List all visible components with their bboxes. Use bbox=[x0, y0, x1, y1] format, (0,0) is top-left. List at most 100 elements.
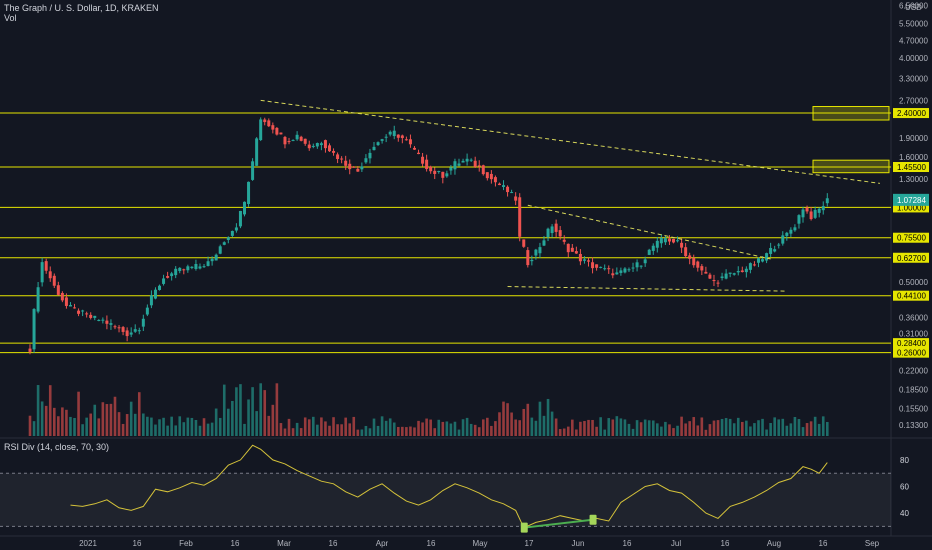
candle-body bbox=[380, 139, 384, 141]
candle-body bbox=[36, 287, 40, 312]
candle-body bbox=[765, 253, 769, 261]
x-tick-label: Sep bbox=[865, 539, 880, 548]
candle-body bbox=[530, 259, 534, 262]
volume-bar bbox=[409, 426, 412, 436]
current-price-tag bbox=[893, 193, 929, 206]
candle-body bbox=[667, 238, 671, 242]
candle-body bbox=[267, 120, 271, 127]
volume-bar bbox=[352, 416, 356, 436]
candle-body bbox=[392, 130, 396, 137]
candle-body bbox=[153, 289, 157, 299]
volume-bar bbox=[510, 412, 513, 436]
symbol-legend: The Graph / U. S. Dollar, 1D, KRAKEN bbox=[4, 3, 159, 13]
candle-body bbox=[619, 270, 623, 273]
candle-body bbox=[623, 268, 627, 273]
volume-bar bbox=[562, 428, 566, 436]
candle-body bbox=[696, 261, 700, 268]
volume-bar bbox=[825, 422, 829, 436]
candle-body bbox=[550, 226, 554, 234]
candle-body bbox=[688, 255, 692, 259]
volume-bar bbox=[591, 419, 594, 436]
candle-body bbox=[748, 263, 752, 270]
rsi-tick-label: 60 bbox=[900, 483, 909, 492]
candle-body bbox=[708, 274, 712, 279]
volume-bar bbox=[77, 391, 80, 436]
candle-body bbox=[680, 242, 684, 248]
volume-bar bbox=[218, 417, 222, 436]
volume-bar bbox=[324, 421, 327, 436]
candle-body bbox=[465, 158, 469, 162]
trendline bbox=[260, 99, 880, 184]
y-tick-label: 2.70000 bbox=[899, 96, 928, 105]
x-tick-label: 16 bbox=[133, 539, 142, 548]
x-tick-label: 2021 bbox=[79, 539, 97, 548]
volume-bar bbox=[534, 420, 538, 436]
volume-bar bbox=[716, 420, 720, 436]
candle-body bbox=[182, 269, 186, 271]
volume-bar bbox=[712, 420, 716, 436]
volume-bar bbox=[328, 425, 331, 436]
candle-body bbox=[582, 259, 586, 261]
x-tick-label: 16 bbox=[819, 539, 828, 548]
y-tick-label: 4.70000 bbox=[899, 37, 928, 46]
candle-body bbox=[141, 318, 145, 327]
volume-bar bbox=[821, 416, 825, 436]
y-tick-label: 4.00000 bbox=[899, 54, 928, 63]
candle-body bbox=[704, 271, 708, 274]
candle-body bbox=[348, 163, 352, 170]
candle-body bbox=[222, 242, 226, 245]
volume-bar bbox=[615, 416, 619, 436]
volume-bar bbox=[360, 429, 364, 436]
candle-body bbox=[752, 264, 756, 266]
y-tick-label: 1.90000 bbox=[899, 134, 928, 143]
candle-body bbox=[89, 314, 93, 318]
candle-body bbox=[493, 177, 497, 183]
candle-body bbox=[158, 285, 162, 290]
candle-body bbox=[319, 143, 323, 146]
y-tick-label: 0.50000 bbox=[899, 278, 928, 287]
candle-body bbox=[744, 268, 748, 273]
candle-body bbox=[32, 309, 36, 350]
volume-bar bbox=[413, 427, 416, 436]
volume-bar bbox=[142, 413, 145, 436]
candle-body bbox=[295, 134, 299, 140]
candle-body bbox=[522, 239, 526, 247]
volume-bar bbox=[279, 423, 283, 436]
candle-body bbox=[384, 136, 388, 138]
volume-bar bbox=[720, 418, 724, 436]
volume-bar bbox=[368, 428, 372, 436]
candle-body bbox=[400, 135, 404, 139]
candle-body bbox=[578, 253, 582, 262]
candle-body bbox=[562, 239, 566, 242]
volume-bar bbox=[757, 420, 760, 436]
volume-bar bbox=[664, 421, 667, 436]
volume-bar bbox=[708, 424, 712, 436]
volume-bar bbox=[437, 419, 441, 436]
candle-body bbox=[793, 227, 797, 231]
volume-bar bbox=[704, 429, 708, 436]
candle-body bbox=[307, 144, 311, 149]
candle-body bbox=[469, 159, 473, 161]
candle-body bbox=[417, 152, 421, 155]
volume-bar bbox=[48, 385, 52, 436]
volume-bar bbox=[299, 428, 303, 436]
volume-bar bbox=[696, 425, 700, 436]
candle-body bbox=[251, 161, 255, 180]
volume-bar bbox=[182, 422, 186, 436]
volume-bar bbox=[809, 421, 813, 436]
level-price-tag bbox=[893, 338, 929, 349]
volume-bar bbox=[672, 428, 675, 436]
volume-bar bbox=[109, 403, 113, 436]
candle-body bbox=[101, 319, 105, 321]
volume-bar bbox=[332, 417, 335, 436]
volume-bar bbox=[550, 411, 554, 436]
x-tick-label: Jul bbox=[671, 539, 681, 548]
volume-bar bbox=[457, 429, 461, 436]
volume-bar bbox=[688, 421, 691, 436]
x-tick-label: 17 bbox=[525, 539, 534, 548]
candle-body bbox=[449, 167, 453, 171]
candle-body bbox=[287, 141, 291, 143]
volume-bar bbox=[518, 420, 522, 436]
candle-body bbox=[279, 132, 283, 135]
